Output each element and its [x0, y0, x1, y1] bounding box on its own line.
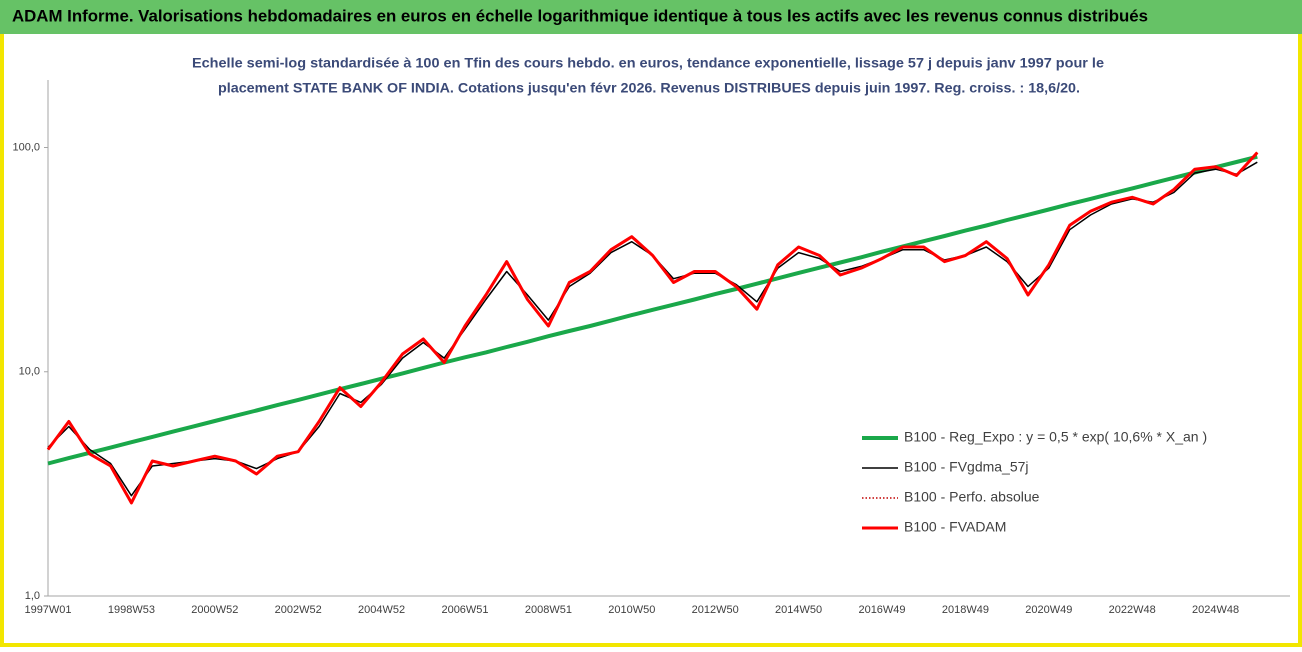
- x-tick-label: 2004W52: [358, 604, 405, 616]
- chart-subtitle: placement STATE BANK OF INDIA. Cotations…: [218, 80, 1080, 96]
- legend-label: B100 - Reg_Expo : y = 0,5 * exp( 10,6% *…: [904, 429, 1207, 445]
- x-tick-label: 1998W53: [108, 604, 155, 616]
- series-line: [46, 151, 1259, 505]
- x-tick-label: 1997W01: [24, 604, 71, 616]
- legend-label: B100 - FVgdma_57j: [904, 459, 1029, 475]
- x-tick-label: 2022W48: [1109, 604, 1156, 616]
- legend-label: B100 - Perfo. absolue: [904, 489, 1040, 505]
- x-tick-label: 2002W52: [275, 604, 322, 616]
- bottom-border: [0, 643, 1302, 647]
- y-tick-label: 100,0: [12, 141, 40, 153]
- x-tick-label: 2012W50: [692, 604, 739, 616]
- y-tick-label: 10,0: [19, 366, 40, 378]
- left-border: [0, 34, 4, 647]
- x-tick-label: 2014W50: [775, 604, 822, 616]
- x-tick-label: 2010W50: [608, 604, 655, 616]
- title-bar: [0, 0, 1302, 34]
- chart-title: ADAM Informe. Valorisations hebdomadaire…: [12, 6, 1148, 25]
- x-tick-label: 2018W49: [942, 604, 989, 616]
- x-tick-label: 2000W52: [191, 604, 238, 616]
- x-tick-label: 2006W51: [441, 604, 488, 616]
- x-tick-label: 2008W51: [525, 604, 572, 616]
- x-tick-label: 2020W49: [1025, 604, 1072, 616]
- legend-label: B100 - FVADAM: [904, 519, 1006, 535]
- series-line: [47, 154, 1258, 466]
- right-border: [1298, 34, 1302, 647]
- x-tick-label: 2024W48: [1192, 604, 1239, 616]
- x-tick-label: 2016W49: [858, 604, 905, 616]
- y-tick-label: 1,0: [25, 590, 40, 602]
- chart-subtitle: Echelle semi-log standardisée à 100 en T…: [192, 55, 1104, 71]
